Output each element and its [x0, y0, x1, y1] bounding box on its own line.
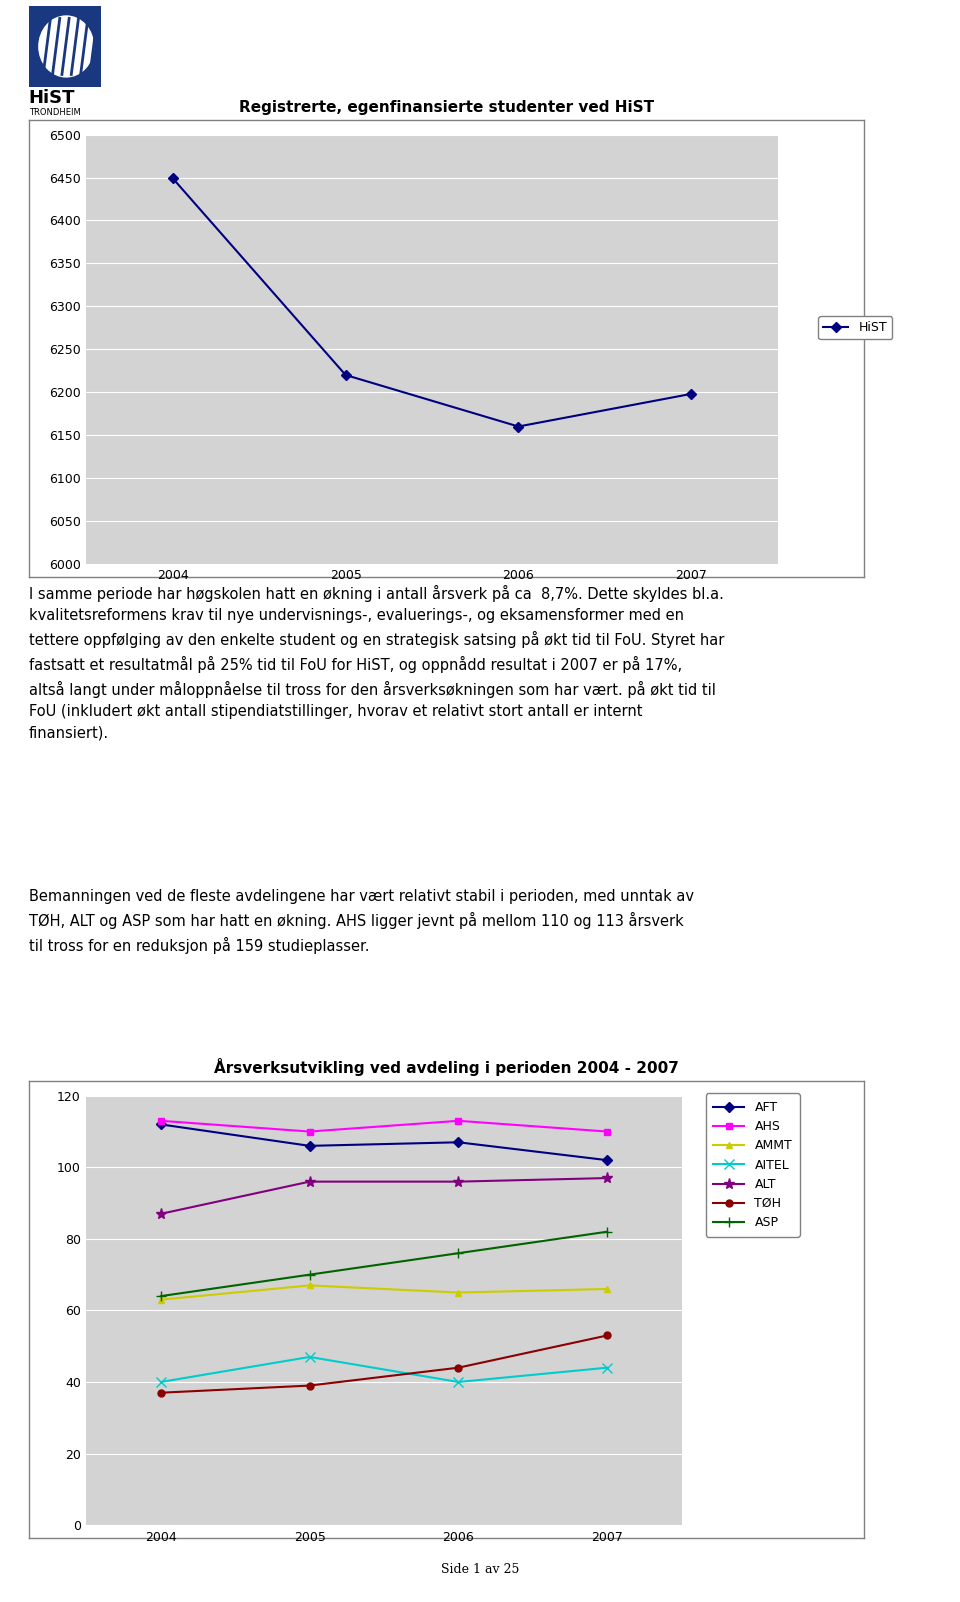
FancyBboxPatch shape	[29, 6, 101, 87]
Line: ALT: ALT	[156, 1173, 612, 1219]
TØH	[453, 1358, 465, 1378]
AITEL	[303, 1347, 315, 1367]
Text: Bemanningen ved de fleste avdelingene har vært relativt stabil i perioden, med u: Bemanningen ved de fleste avdelingene ha…	[29, 889, 694, 953]
AMMT	[453, 1283, 465, 1302]
AHS	[602, 1121, 613, 1141]
Circle shape	[38, 16, 93, 77]
TØH	[602, 1326, 613, 1346]
ASP	[303, 1266, 315, 1285]
Line: TØH: TØH	[157, 1331, 611, 1397]
Legend: AFT, AHS, AMMT, AITEL, ALT, TØH, ASP: AFT, AHS, AMMT, AITEL, ALT, TØH, ASP	[706, 1094, 800, 1237]
Text: HiST: HiST	[29, 88, 75, 107]
Title: Årsverksutvikling ved avdeling i perioden 2004 - 2007: Årsverksutvikling ved avdeling i periode…	[214, 1057, 679, 1077]
AHS	[155, 1112, 166, 1131]
AHS	[453, 1112, 465, 1131]
ALT	[453, 1173, 465, 1192]
ALT	[303, 1173, 315, 1192]
ASP	[602, 1222, 613, 1242]
AMMT	[602, 1280, 613, 1299]
Text: TRONDHEIM: TRONDHEIM	[29, 107, 81, 117]
Line: ASP: ASP	[156, 1227, 612, 1301]
AMMT	[303, 1275, 315, 1294]
AITEL	[602, 1358, 613, 1378]
Line: AMMT: AMMT	[157, 1282, 611, 1302]
AHS	[303, 1121, 315, 1141]
AFT	[303, 1136, 315, 1155]
Title: Registrerte, egenfinansierte studenter ved HiST: Registrerte, egenfinansierte studenter v…	[239, 99, 654, 115]
TØH	[303, 1376, 315, 1395]
TØH	[155, 1383, 166, 1402]
ASP	[453, 1243, 465, 1262]
Line: AITEL: AITEL	[156, 1352, 612, 1387]
Legend: HiST: HiST	[819, 316, 892, 340]
AFT	[453, 1133, 465, 1152]
AFT	[602, 1150, 613, 1169]
Text: Side 1 av 25: Side 1 av 25	[441, 1562, 519, 1576]
AITEL	[155, 1373, 166, 1392]
Text: I samme periode har høgskolen hatt en økning i antall årsverk på ca  8,7%. Dette: I samme periode har høgskolen hatt en øk…	[29, 585, 724, 740]
ALT	[155, 1205, 166, 1224]
AITEL	[453, 1373, 465, 1392]
AFT	[155, 1115, 166, 1134]
ASP	[155, 1286, 166, 1306]
Line: AFT: AFT	[157, 1121, 611, 1163]
ALT	[602, 1168, 613, 1187]
Line: AHS: AHS	[157, 1117, 611, 1136]
AMMT	[155, 1290, 166, 1309]
